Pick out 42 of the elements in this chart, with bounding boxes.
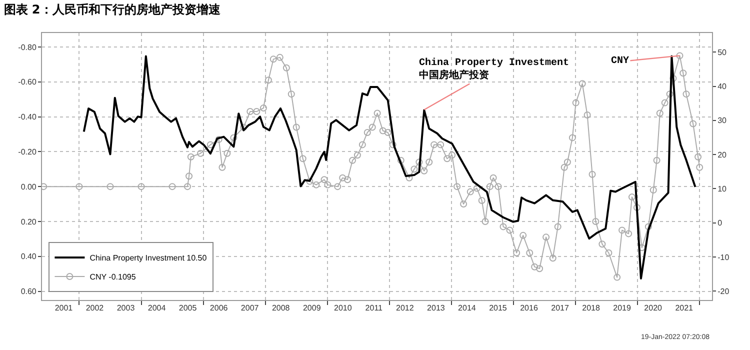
y2-tick-label: 50 xyxy=(718,48,728,57)
x-tick-label: 2010 xyxy=(334,304,352,313)
x-tick-label: 2018 xyxy=(582,304,600,313)
y-tick-label: 0.60 xyxy=(20,287,37,296)
x-tick-label: 2004 xyxy=(148,304,166,313)
y2-tick-label: 0 xyxy=(718,218,723,228)
legend-label: China Property Investment 10.50 xyxy=(90,254,208,263)
y2-tick-label: 10 xyxy=(718,184,728,194)
y2-tick-label: 30 xyxy=(718,116,728,126)
x-tick-label: 2006 xyxy=(210,304,228,313)
chart-title: 图表 2：人民币和下行的房地产投资增速 xyxy=(4,2,222,17)
x-tick-label: 2012 xyxy=(396,304,414,313)
y2-tick-label: -20 xyxy=(718,286,730,296)
y-tick-label: -0.60 xyxy=(18,78,37,87)
y2-tick-label: 20 xyxy=(718,150,728,160)
x-tick-label: 2015 xyxy=(489,304,508,313)
y2-tick-label: 40 xyxy=(718,82,728,92)
y-tick-label: -0.80 xyxy=(18,42,37,52)
x-tick-label: 2008 xyxy=(272,304,290,313)
x-tick-label: 2013 xyxy=(427,304,446,313)
x-tick-label: 2021 xyxy=(675,304,694,313)
x-tick-label: 2007 xyxy=(240,304,260,313)
y-tick-label: 0.00 xyxy=(20,182,37,192)
x-tick-label: 2016 xyxy=(520,304,538,313)
annotation: China Property Investment 中国房地产投资 xyxy=(419,57,570,82)
x-tick-label: 2002 xyxy=(86,304,104,313)
x-tick-label: 2005 xyxy=(178,304,198,313)
x-tick-label: 2003 xyxy=(116,304,136,313)
y-tick-label: -0.20 xyxy=(18,147,37,156)
x-tick-label: 2009 xyxy=(302,304,322,313)
x-tick-label: 2011 xyxy=(365,304,384,313)
x-tick-label: 2017 xyxy=(551,304,570,313)
x-tick-label: 2020 xyxy=(644,304,663,313)
x-tick-label: 2014 xyxy=(458,304,476,313)
legend-label: CNY -0.1095 xyxy=(90,272,136,282)
x-tick-label: 2019 xyxy=(613,304,632,313)
x-tick-label: 2001 xyxy=(54,304,74,313)
y2-tick-label: -10 xyxy=(718,252,730,262)
y-tick-label: -0.40 xyxy=(18,112,37,122)
y-tick-label: 0.20 xyxy=(20,217,37,226)
annotation: CNY xyxy=(611,56,630,67)
y-tick-label: 0.40 xyxy=(20,252,37,262)
